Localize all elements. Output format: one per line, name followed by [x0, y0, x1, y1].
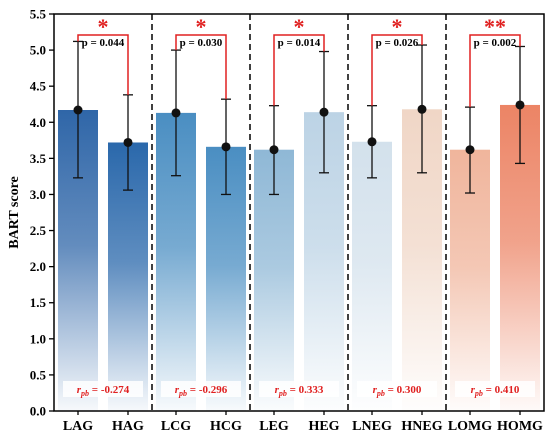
- mean-point: [123, 137, 133, 147]
- bars-layer: [58, 104, 540, 412]
- significance-bracket: [77, 34, 129, 95]
- y-tick-label: 4.5: [30, 79, 47, 94]
- y-tick-label: 1.5: [30, 295, 47, 310]
- mean-point: [73, 105, 83, 115]
- y-tick-label: 5.5: [30, 7, 47, 22]
- significance-stars: *: [196, 14, 207, 39]
- x-tick-label: LNEG: [352, 419, 392, 434]
- x-tick-label: HOMG: [497, 419, 543, 434]
- x-tick-label: HAG: [112, 419, 144, 434]
- mean-point: [221, 142, 231, 152]
- mean-point: [269, 145, 279, 155]
- rpb-label: rpb = 0.410: [471, 384, 520, 398]
- x-tick-label: HEG: [308, 419, 339, 434]
- x-tick-label: LCG: [161, 419, 191, 434]
- rpb-box: [259, 381, 339, 397]
- x-tick-label: HNEG: [401, 419, 442, 434]
- rpb-label: rpb = 0.300: [373, 384, 422, 398]
- y-tick-label: 5.0: [30, 43, 46, 58]
- significance-stars: **: [484, 14, 506, 39]
- y-tick-label: 2.0: [30, 259, 46, 274]
- significance-stars: *: [98, 14, 109, 39]
- x-tick-label: LOMG: [448, 419, 492, 434]
- p-value-label: p = 0.044: [82, 37, 125, 49]
- p-value-label: p = 0.030: [180, 37, 223, 49]
- plot-frame: [53, 13, 545, 412]
- mean-point: [515, 100, 525, 110]
- rpb-box: [63, 381, 143, 397]
- error-bars-layer: [73, 40, 525, 196]
- rpb-box: [455, 381, 535, 397]
- significance-bracket: [469, 34, 521, 108]
- rpb-label: rpb = -0.296: [175, 384, 228, 398]
- p-value-label: p = 0.026: [376, 37, 419, 49]
- rpb-box: [357, 381, 437, 397]
- y-tick-label: 0.5: [30, 367, 47, 382]
- y-tick-label: 0.0: [30, 404, 46, 419]
- y-tick-label: 3.5: [30, 151, 47, 166]
- mean-point: [465, 145, 475, 155]
- significance-bracket: [175, 34, 227, 100]
- rpb-box: [161, 381, 241, 397]
- y-tick-label: 3.0: [30, 187, 46, 202]
- significance-bracket: [273, 34, 325, 106]
- x-tick-label: LEG: [259, 419, 289, 434]
- p-value-label: p = 0.014: [278, 37, 321, 49]
- rpb-label: rpb = -0.274: [77, 384, 130, 398]
- significance-stars: *: [294, 14, 305, 39]
- y-tick-label: 4.0: [30, 115, 46, 130]
- rpb-label: rpb = 0.333: [275, 384, 324, 398]
- significance-stars: *: [392, 14, 403, 39]
- y-tick-label: 1.0: [30, 331, 46, 346]
- mean-point: [319, 107, 329, 117]
- x-tick-label: HCG: [210, 419, 242, 434]
- axes: 0.0 0.5 1.0 1.5 2.0 2.5 3.0 3.5 4.0 4.5 5.0 5.5 LAG H…: [7, 7, 545, 434]
- bar-lneg: [352, 141, 392, 411]
- mean-point: [367, 137, 377, 147]
- significance-bracket: [371, 34, 423, 106]
- mean-point: [171, 108, 181, 118]
- x-tick-label: LAG: [63, 419, 93, 434]
- mean-point: [417, 104, 427, 114]
- y-tick-label: 2.5: [30, 223, 47, 238]
- group-separators: [151, 14, 447, 411]
- y-axis-title: BART score: [7, 176, 22, 249]
- p-value-label: p = 0.002: [474, 37, 517, 49]
